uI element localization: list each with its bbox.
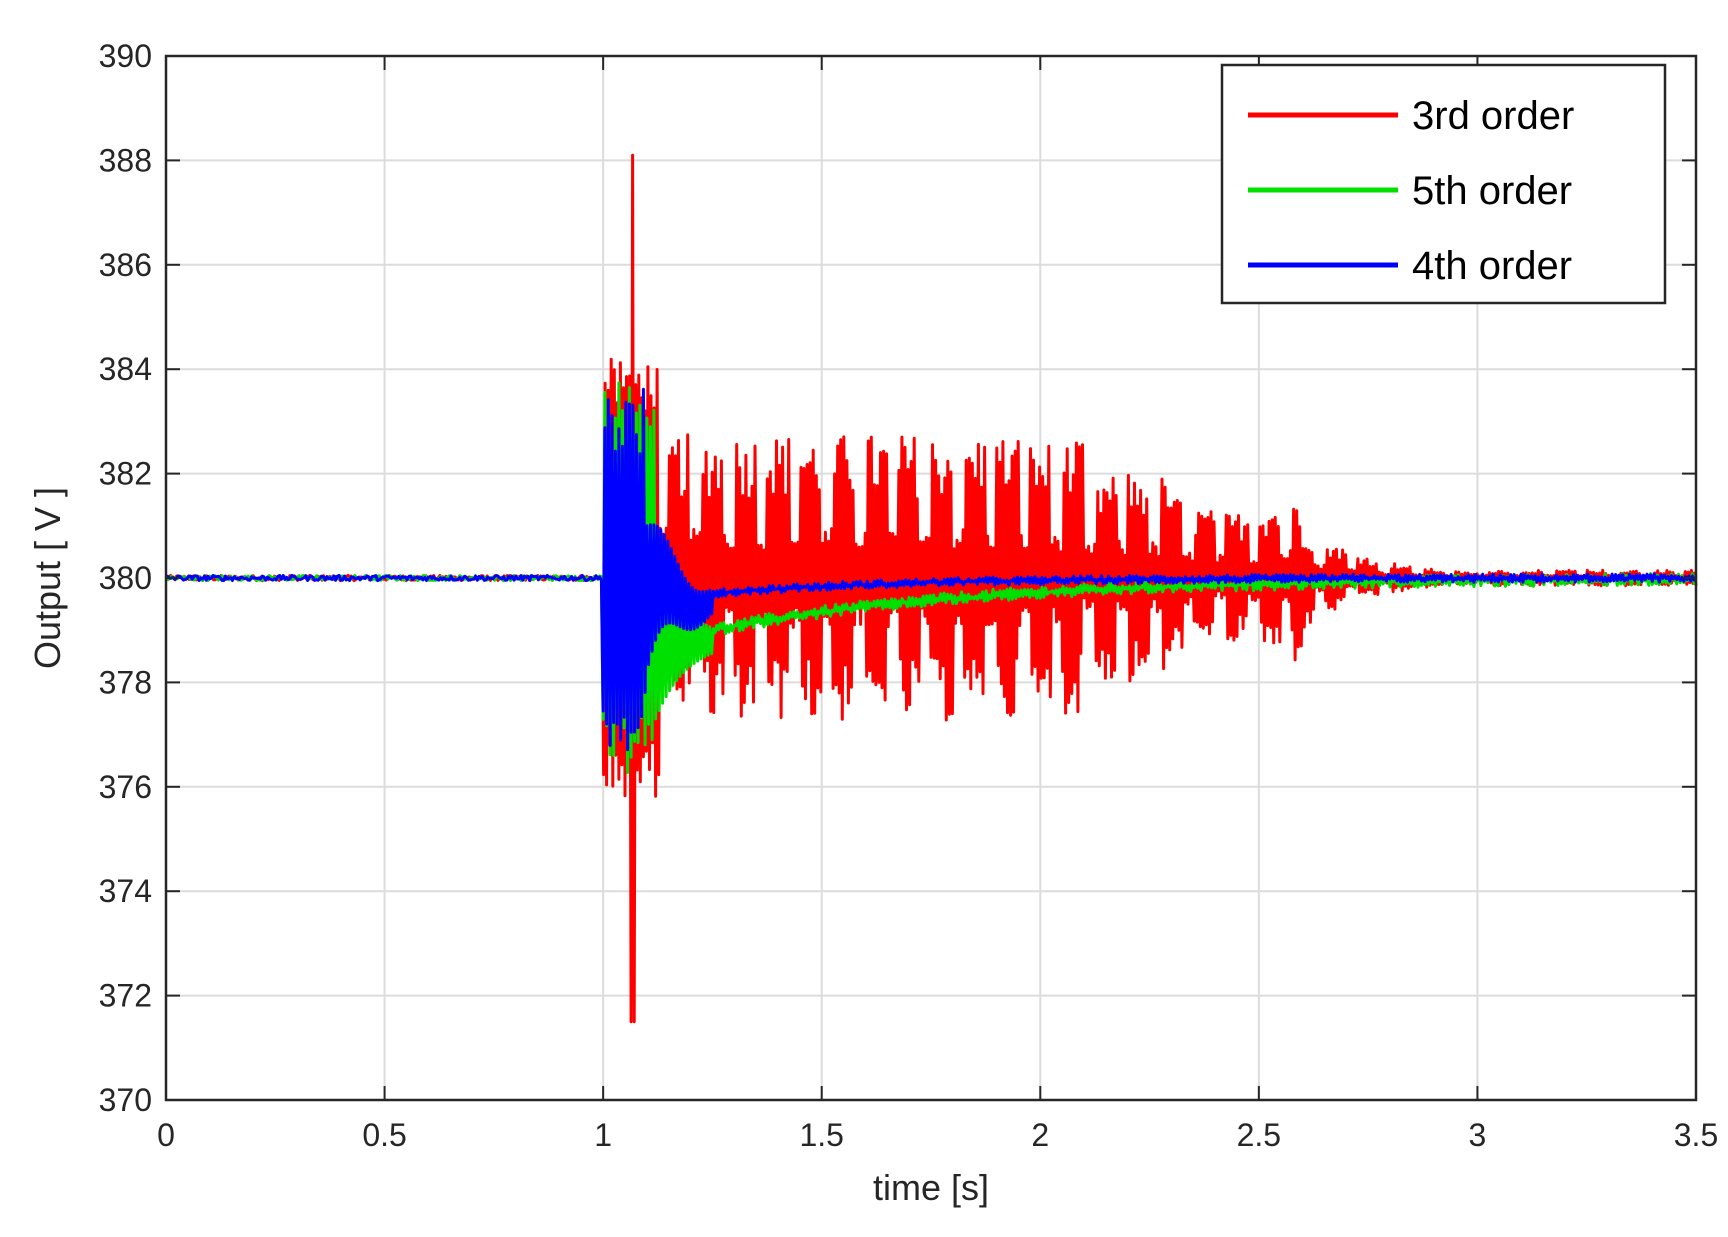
- tick-marks: [165, 55, 1697, 1101]
- x-tick-label: 3: [1469, 1117, 1487, 1153]
- y-tick-label: 374: [99, 873, 152, 909]
- y-tick-label: 370: [99, 1082, 152, 1118]
- y-tick-label: 378: [99, 664, 152, 700]
- y-tick-label: 380: [99, 560, 152, 596]
- x-tick-label: 0.5: [362, 1117, 406, 1153]
- series-line-4th-order: [165, 387, 1698, 752]
- y-tick-label: 376: [99, 769, 152, 805]
- y-tick-label: 388: [99, 142, 152, 178]
- legend-label-4th-order: 4th order: [1412, 244, 1572, 288]
- y-axis-label: Output [ V ]: [27, 487, 68, 669]
- legend: 3rd order 5th order 4th order: [1220, 63, 1667, 305]
- legend-label-3rd-order: 3rd order: [1412, 94, 1574, 138]
- series-layer: [164, 153, 1698, 1024]
- tick-labels: 0 0.5 1 1.5 2 2.5 3 3.5 370 372 374 376 378 380 382 384…: [99, 38, 1719, 1153]
- y-tick-label: 390: [99, 38, 152, 74]
- y-tick-label: 382: [99, 456, 152, 492]
- y-tick-label: 372: [99, 978, 152, 1014]
- y-tick-label: 384: [99, 351, 152, 387]
- legend-label-5th-order: 5th order: [1412, 169, 1572, 213]
- x-tick-label: 2: [1031, 1117, 1049, 1153]
- x-tick-label: 1: [594, 1117, 612, 1153]
- x-tick-label: 1.5: [799, 1117, 843, 1153]
- x-tick-label: 2.5: [1237, 1117, 1281, 1153]
- x-tick-label: 0: [157, 1117, 175, 1153]
- x-tick-label: 3.5: [1674, 1117, 1718, 1153]
- x-axis-label: time [s]: [873, 1167, 989, 1208]
- y-tick-label: 386: [99, 247, 152, 283]
